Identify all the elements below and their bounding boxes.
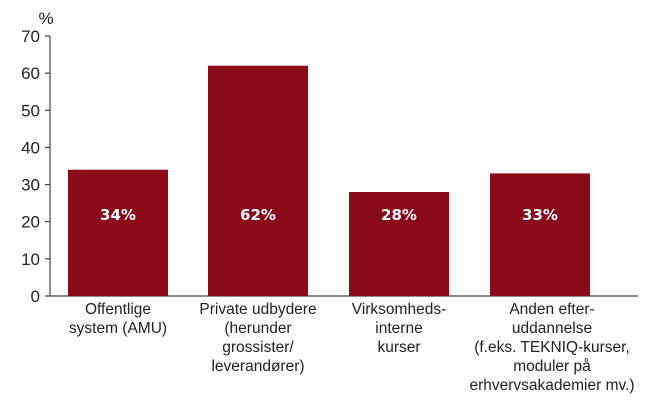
y-tick-label: 10: [21, 250, 40, 269]
y-axis-unit-label: %: [38, 9, 53, 28]
category-label-line: erhvervsakademier mv.): [469, 377, 634, 394]
category-label-line: Private udbydere: [199, 301, 316, 318]
bar: [208, 65, 308, 296]
y-tick-label: 30: [21, 176, 40, 195]
y-tick-label: 20: [21, 213, 40, 232]
bar-value-label: 28%: [381, 206, 417, 224]
category-label-line: Anden efter-: [509, 301, 594, 318]
bar-value-label: 34%: [100, 206, 136, 224]
category-label-line: interne: [375, 320, 422, 337]
bar: [490, 173, 590, 296]
category-label: Anden efter-uddannelse (f.eks. TEKNIQ-kur…: [469, 301, 634, 394]
category-label-line: grossister/: [222, 339, 294, 356]
y-tick-label: 40: [21, 138, 40, 157]
category-label-line: (herunder: [224, 320, 291, 337]
category-label-line: leverandører): [211, 358, 304, 375]
bar-value-label: 62%: [240, 206, 276, 224]
y-tick-label: 50: [21, 101, 40, 120]
y-tick-label: 0: [31, 287, 40, 306]
category-label: Offentlige system (AMU): [69, 301, 167, 337]
bar: [68, 169, 168, 296]
category-label-line: uddannelse: [512, 320, 592, 337]
category-label: Virksomheds-interne kurser: [352, 301, 446, 356]
category-label-line: system (AMU): [69, 320, 167, 337]
category-label-line: (f.eks. TEKNIQ-kurser,: [474, 339, 630, 356]
bar-value-label: 33%: [522, 206, 558, 224]
category-label-line: moduler på: [513, 358, 591, 375]
bar: [349, 192, 449, 296]
category-label-line: Virksomheds-: [352, 301, 446, 318]
category-label-line: kurser: [377, 339, 420, 356]
category-label-line: Offentlige: [85, 301, 151, 318]
y-tick-label: 70: [21, 27, 40, 46]
category-label: Private udbydere (herunder grossister/leve…: [199, 301, 316, 375]
y-tick-label: 60: [21, 64, 40, 83]
